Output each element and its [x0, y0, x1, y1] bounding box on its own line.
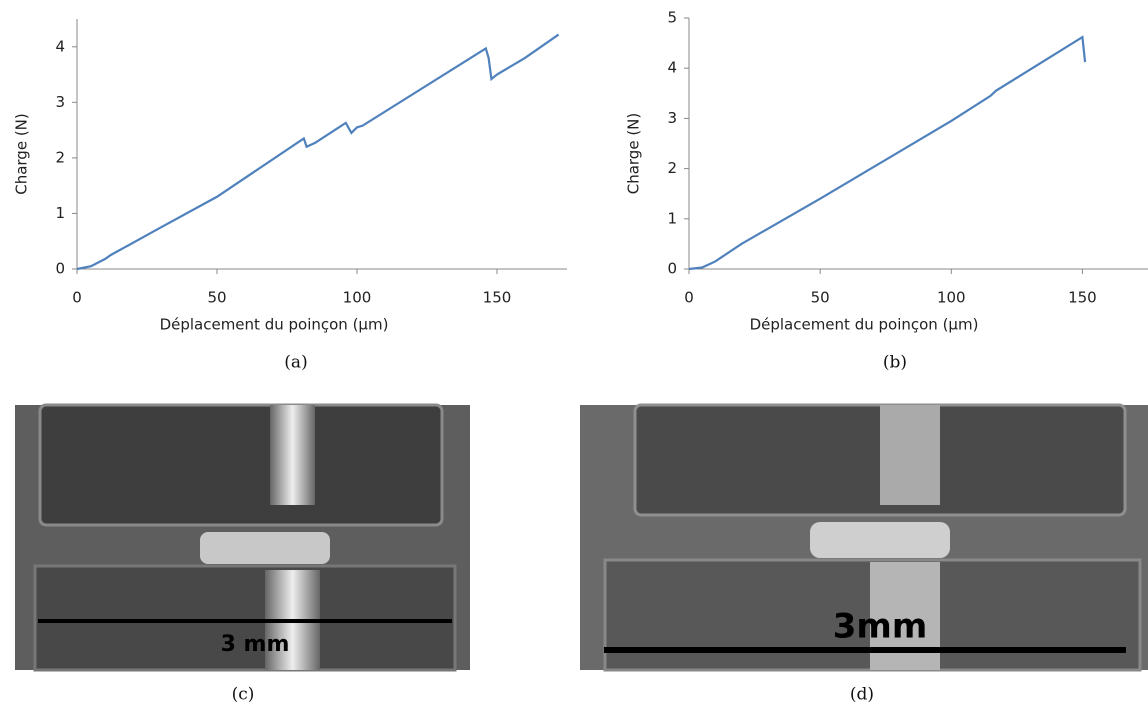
- x-tick-label: 50: [207, 289, 226, 307]
- y-tick-label: 4: [667, 59, 677, 77]
- caption: (a): [284, 353, 307, 373]
- y-tick-label: 1: [55, 204, 65, 222]
- x-tick-label: 0: [684, 289, 694, 307]
- y-tick-label: 0: [55, 260, 65, 278]
- scale-label: 3 mm: [221, 632, 290, 657]
- x-axis-label: Déplacement du poinçon (µm): [750, 316, 979, 334]
- y-axis-label: Charge (N): [625, 113, 643, 195]
- y-tick-label: 5: [667, 9, 677, 27]
- x-tick-label: 0: [72, 289, 82, 307]
- caption: (d): [850, 685, 874, 705]
- y-tick-label: 3: [667, 109, 677, 127]
- x-tick-label: 150: [1068, 289, 1097, 307]
- y-tick-label: 3: [55, 93, 65, 111]
- y-tick-label: 4: [55, 37, 65, 55]
- y-axis-label: Charge (N): [13, 113, 31, 195]
- x-tick-label: 100: [937, 289, 966, 307]
- data-line: [688, 35, 1087, 271]
- scale-label: 3mm: [833, 607, 928, 647]
- caption: (c): [232, 685, 255, 705]
- x-tick-label: 150: [483, 289, 512, 307]
- photo-c: 3 mm: [15, 403, 470, 672]
- y-tick-label: 2: [55, 148, 65, 166]
- photo-d: 3mm: [580, 403, 1148, 672]
- y-tick-label: 1: [667, 209, 677, 227]
- data-line: [76, 33, 560, 271]
- y-tick-label: 2: [667, 159, 677, 177]
- x-tick-label: 100: [343, 289, 372, 307]
- x-tick-label: 50: [811, 289, 830, 307]
- x-axis-label: Déplacement du poinçon (µm): [160, 316, 389, 334]
- caption: (b): [883, 353, 907, 373]
- y-tick-label: 0: [667, 260, 677, 278]
